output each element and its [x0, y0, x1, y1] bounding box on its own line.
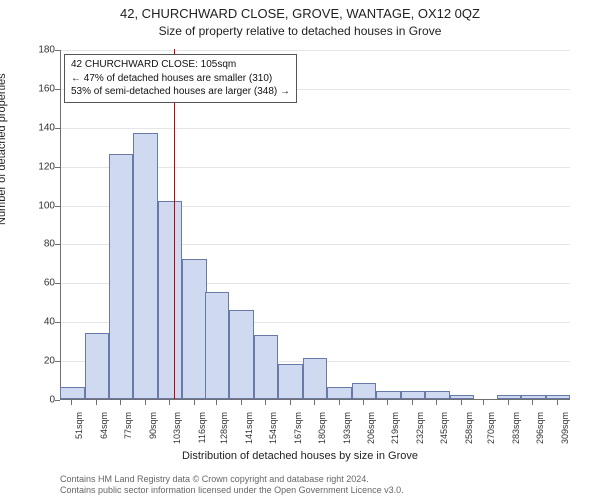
x-tick: [387, 400, 388, 405]
x-tick: [483, 400, 484, 405]
callout-line-3: 53% of semi-detached houses are larger (…: [71, 85, 290, 99]
gridline: [61, 50, 570, 51]
y-tick: [55, 50, 60, 51]
y-tick: [55, 400, 60, 401]
y-tick: [55, 244, 60, 245]
x-tick: [216, 400, 217, 405]
footer: Contains HM Land Registry data © Crown c…: [60, 474, 404, 497]
histogram-bar: [133, 133, 157, 399]
x-tick: [241, 400, 242, 405]
y-tick: [55, 322, 60, 323]
y-tick: [55, 128, 60, 129]
x-tick-label: 154sqm: [268, 412, 278, 472]
x-tick: [120, 400, 121, 405]
y-tick: [55, 206, 60, 207]
x-tick: [557, 400, 558, 405]
x-tick: [532, 400, 533, 405]
callout-line-1: 42 CHURCHWARD CLOSE: 105sqm: [71, 58, 290, 72]
histogram-bar: [254, 335, 278, 399]
x-tick: [436, 400, 437, 405]
x-tick-label: 77sqm: [123, 412, 133, 472]
x-tick-label: 141sqm: [244, 412, 254, 472]
x-tick: [265, 400, 266, 405]
annotation-callout: 42 CHURCHWARD CLOSE: 105sqm ← 47% of det…: [64, 54, 297, 103]
histogram-bar: [450, 395, 474, 399]
x-tick-label: 309sqm: [560, 412, 570, 472]
x-tick: [508, 400, 509, 405]
callout-line-2: ← 47% of detached houses are smaller (31…: [71, 72, 290, 86]
x-tick-label: 219sqm: [390, 412, 400, 472]
x-tick: [290, 400, 291, 405]
y-tick-label: 180: [15, 45, 55, 56]
y-tick-label: 80: [15, 239, 55, 250]
histogram-bar: [182, 259, 206, 399]
x-tick-label: 51sqm: [74, 412, 84, 472]
x-tick-label: 167sqm: [293, 412, 303, 472]
x-tick-label: 90sqm: [148, 412, 158, 472]
x-tick-label: 103sqm: [172, 412, 182, 472]
page-title: 42, CHURCHWARD CLOSE, GROVE, WANTAGE, OX…: [0, 6, 600, 21]
footer-line-2: Contains public sector information licen…: [60, 485, 404, 496]
y-tick: [55, 89, 60, 90]
x-tick-label: 116sqm: [197, 412, 207, 472]
x-tick: [314, 400, 315, 405]
histogram-bar: [497, 395, 521, 399]
histogram-bar: [229, 310, 253, 399]
x-tick-label: 128sqm: [219, 412, 229, 472]
y-tick-label: 140: [15, 122, 55, 133]
x-tick: [169, 400, 170, 405]
x-tick: [339, 400, 340, 405]
histogram-bar: [425, 391, 449, 399]
y-axis-label: Number of detached properties: [0, 73, 8, 225]
histogram-bar: [109, 154, 133, 399]
x-tick-label: 206sqm: [366, 412, 376, 472]
x-tick: [145, 400, 146, 405]
x-tick-label: 283sqm: [511, 412, 521, 472]
y-tick-label: 60: [15, 278, 55, 289]
histogram-bar: [278, 364, 302, 399]
histogram-bar: [205, 292, 229, 399]
y-tick-label: 160: [15, 83, 55, 94]
x-tick-label: 64sqm: [99, 412, 109, 472]
plot-area: [60, 50, 570, 400]
histogram-bar: [158, 201, 182, 399]
page-subtitle: Size of property relative to detached ho…: [0, 24, 600, 38]
x-tick-label: 193sqm: [342, 412, 352, 472]
y-tick-label: 20: [15, 356, 55, 367]
x-tick: [363, 400, 364, 405]
histogram-bar: [352, 383, 376, 399]
x-tick-label: 258sqm: [464, 412, 474, 472]
x-tick-label: 245sqm: [439, 412, 449, 472]
y-tick: [55, 283, 60, 284]
x-tick: [412, 400, 413, 405]
y-tick-label: 0: [15, 395, 55, 406]
x-tick: [96, 400, 97, 405]
x-tick-label: 232sqm: [415, 412, 425, 472]
histogram-bar: [401, 391, 425, 399]
histogram-bar: [60, 387, 84, 399]
histogram-bar: [303, 358, 327, 399]
x-tick: [194, 400, 195, 405]
x-axis-label: Distribution of detached houses by size …: [0, 450, 600, 462]
chart-container: 42, CHURCHWARD CLOSE, GROVE, WANTAGE, OX…: [0, 0, 600, 500]
x-tick-label: 180sqm: [317, 412, 327, 472]
x-tick: [461, 400, 462, 405]
histogram-bar: [85, 333, 109, 399]
histogram-bar: [376, 391, 400, 399]
histogram-bar: [521, 395, 545, 399]
x-tick: [71, 400, 72, 405]
gridline: [61, 128, 570, 129]
y-tick: [55, 361, 60, 362]
x-tick-label: 270sqm: [486, 412, 496, 472]
footer-line-1: Contains HM Land Registry data © Crown c…: [60, 474, 404, 485]
y-tick-label: 120: [15, 161, 55, 172]
y-tick-label: 100: [15, 200, 55, 211]
y-tick: [55, 167, 60, 168]
histogram-bar: [546, 395, 570, 399]
y-tick-label: 40: [15, 317, 55, 328]
histogram-bar: [327, 387, 351, 399]
x-tick-label: 296sqm: [535, 412, 545, 472]
